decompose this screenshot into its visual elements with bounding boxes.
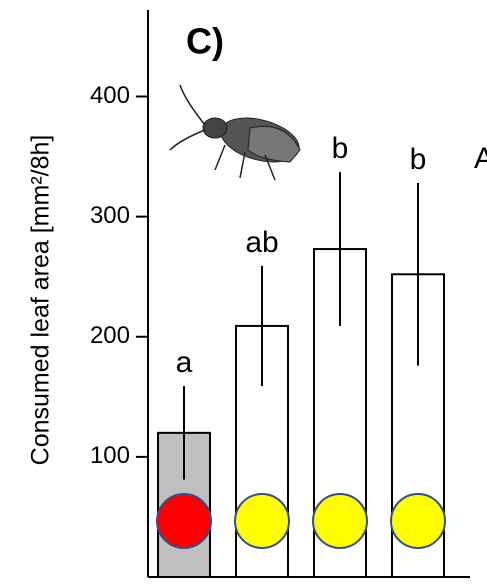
beetle-icon	[170, 85, 304, 180]
group-letter: a	[176, 346, 193, 379]
treatment-marker	[235, 494, 289, 548]
annotation: A	[474, 142, 487, 175]
y-axis-label: Consumed leaf area [mm²/8h]	[27, 135, 55, 466]
group-letter: ab	[245, 226, 278, 259]
chart: C) Consumed leaf area [mm²/8h] A 100 200 3…	[0, 0, 487, 584]
group-letter: b	[332, 132, 349, 165]
panel-label: C)	[186, 21, 224, 62]
treatment-marker	[157, 494, 211, 548]
y-tick-label: 300	[90, 202, 130, 229]
y-tick-label: 400	[90, 82, 130, 109]
y-tick-label: 100	[90, 442, 130, 469]
treatment-marker	[313, 494, 367, 548]
y-tick-label: 200	[90, 322, 130, 349]
treatment-marker	[391, 494, 445, 548]
group-letter: b	[410, 143, 427, 176]
